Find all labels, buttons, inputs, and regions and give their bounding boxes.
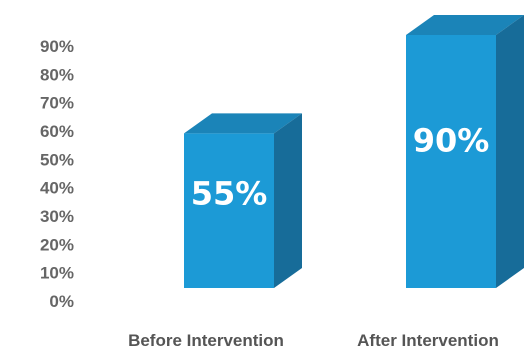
y-tick-label: 80% xyxy=(40,65,74,84)
bar-top-face xyxy=(406,15,524,35)
bar: 55% xyxy=(184,113,302,288)
bar: 90% xyxy=(406,15,524,288)
data-label: 55% xyxy=(191,175,268,213)
bar-top-face xyxy=(184,113,302,134)
y-tick-label: 90% xyxy=(40,37,74,56)
y-tick-label: 30% xyxy=(40,207,74,226)
category-label: After Intervention xyxy=(357,331,499,350)
y-axis: 0% 10% 20% 30% 40% 50% 60% 70% 80% 90% xyxy=(40,37,74,311)
bars: 55% 90% xyxy=(184,15,524,288)
bar-side-face xyxy=(274,113,302,288)
y-tick-label: 0% xyxy=(49,292,74,311)
y-tick-label: 70% xyxy=(40,94,74,113)
y-tick-label: 60% xyxy=(40,122,74,141)
bar-front-face xyxy=(184,133,274,288)
y-tick-label: 10% xyxy=(40,264,74,283)
category-label: Before Intervention xyxy=(128,331,284,350)
y-tick-label: 50% xyxy=(40,150,74,169)
y-tick-label: 40% xyxy=(40,179,74,198)
data-label: 90% xyxy=(413,121,490,159)
x-axis: Before Intervention After Intervention xyxy=(128,331,499,350)
bar-side-face xyxy=(496,15,524,288)
bar-front-face xyxy=(406,35,496,288)
y-tick-label: 20% xyxy=(40,235,74,254)
